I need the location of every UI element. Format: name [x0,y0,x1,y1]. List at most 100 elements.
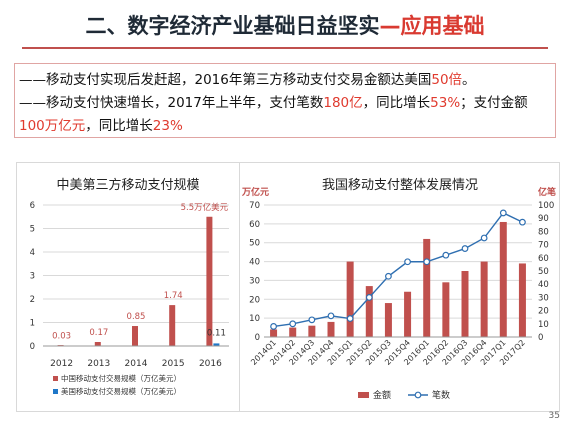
y-tick-label-right: 60 [538,254,549,264]
legend-label: 美国移动支付交易规模（万亿美元） [61,386,181,396]
slide-title: 二、数字经济产业基础日益坚实—应用基础 [0,10,570,40]
line-point [346,315,354,322]
y-tick-label-left: 30 [249,276,260,286]
chart-title: 中美第三方移动支付规模 [56,177,199,193]
y-tick-label-right: 30 [538,293,549,303]
bar-amount [442,282,450,337]
summary-text: ；支付金额 [460,95,528,111]
title-accent: —应用基础 [379,14,485,38]
y-tick-label-right: 70 [538,241,549,251]
legend-label: 笔数 [432,389,450,401]
y-tick-label-right: 100 [538,201,554,211]
bar-amount [461,271,469,337]
y-tick-label: 0 [30,342,35,352]
bar-amount [308,325,316,337]
y-tick-label-right: 0 [538,333,543,343]
bar-china [169,305,176,346]
bar-amount [289,327,297,337]
summary-line-3: 100万亿元，同比增长23% [19,114,183,134]
chart-us-china-svg: 中美第三方移动支付规模 0 1 2 3 4 5 6 2012 2013 2014 2015 2016 0.… [30,177,229,396]
y-tick-label-left: 50 [249,239,260,249]
line-point [461,245,469,252]
x-tick-label: 2015 [162,359,185,369]
bar-us [213,343,220,346]
y-tick-label: 5 [30,225,35,235]
right-axis-unit: 亿笔 [538,186,556,198]
y-tick-label-right: 40 [538,280,549,290]
line-point [519,218,526,226]
legend-label: 金额 [373,389,391,401]
bar-amount [404,291,412,337]
data-label: 5.5万亿美元 [181,202,229,213]
y-tick-label-right: 90 [538,214,549,224]
summary-box: ——移动支付实现后发赶超，2016年第三方移动支付交易金额达美国50倍。 ——移… [14,63,556,138]
summary-line-1: ——移动支付实现后发赶超，2016年第三方移动支付交易金额达美国50倍。 [19,68,476,88]
y-tick-label-left: 60 [249,220,260,230]
data-label: 0.85 [127,312,146,322]
y-tick-label-right: 80 [538,227,549,237]
chart-china-mobile-payments: 我国移动支付整体发展情况 万亿元 亿笔 0 10 20 30 40 50 60 70 0 10 20 30 4… [239,162,560,412]
left-axis-unit: 万亿元 [241,186,269,198]
highlight-value: 100万亿元 [19,118,86,134]
y-tick-label-left: 0 [255,333,260,343]
y-tick-label: 3 [30,272,35,282]
bar-china [206,216,213,346]
bar-amount [384,303,392,337]
y-tick-label: 6 [30,201,35,211]
line-point [385,272,392,280]
highlight-value: 23% [152,118,183,134]
summary-text: 。 [462,72,476,88]
bar-amount [518,263,526,337]
line-point [423,258,431,266]
x-tick-label: 2012 [50,359,73,369]
bar-amount [423,238,431,337]
chart-title: 我国移动支付整体发展情况 [322,177,478,193]
line-point [308,316,316,324]
title-divider [22,47,548,49]
y-tick-label-left: 20 [249,295,260,305]
x-tick-label: 2014 [125,359,148,369]
line-point [499,209,507,217]
summary-text: ，同比增长 [85,118,153,134]
highlight-value: 50倍 [431,72,463,88]
title-main: 二、数字经济产业基础日益坚实 [85,14,380,38]
line-point [289,320,297,328]
legend-swatch [358,392,369,398]
summary-text: ——移动支付快速增长，2017年上半年，支付笔数 [19,95,324,111]
bar-amount [499,221,507,337]
bar-china [132,326,138,346]
y-tick-label-right: 50 [538,267,549,277]
line-point [404,258,411,266]
bar-amount [365,286,373,337]
y-tick-label-left: 10 [249,314,260,324]
data-label: 0.03 [52,331,71,341]
bar-amount [327,321,335,337]
line-point [365,293,373,301]
page-number: 35 [548,411,560,421]
data-label: 0.11 [207,328,226,338]
bar-amount [270,329,278,337]
y-tick-label-left: 40 [249,258,260,268]
summary-text: ——移动支付实现后发赶超，2016年第三方移动支付交易金额达美国 [19,72,432,88]
legend-swatch [53,389,58,394]
legend-swatch [53,376,58,381]
line-point [327,312,335,320]
summary-line-2: ——移动支付快速增长，2017年上半年，支付笔数180亿，同比增长53%；支付金… [19,91,528,111]
summary-text: ，同比增长 [362,95,431,111]
y-tick-label: 1 [30,319,35,329]
y-tick-label-right: 20 [538,307,549,317]
bar-amount [480,261,488,337]
y-tick-label: 4 [30,248,35,258]
chart-us-china-payments: 中美第三方移动支付规模 0 1 2 3 4 5 6 2012 2013 2014 2015 2016 0.… [16,162,240,412]
x-tick-label: 2016 [199,359,222,369]
y-tick-label-left: 70 [249,201,260,211]
data-label: 1.74 [164,291,183,301]
line-point [480,234,488,242]
bar-amount [346,261,354,337]
legend-marker [414,391,422,399]
bar-china [94,342,101,346]
highlight-value: 53% [430,95,461,111]
line-point [442,251,450,259]
data-label: 0.17 [89,328,108,338]
